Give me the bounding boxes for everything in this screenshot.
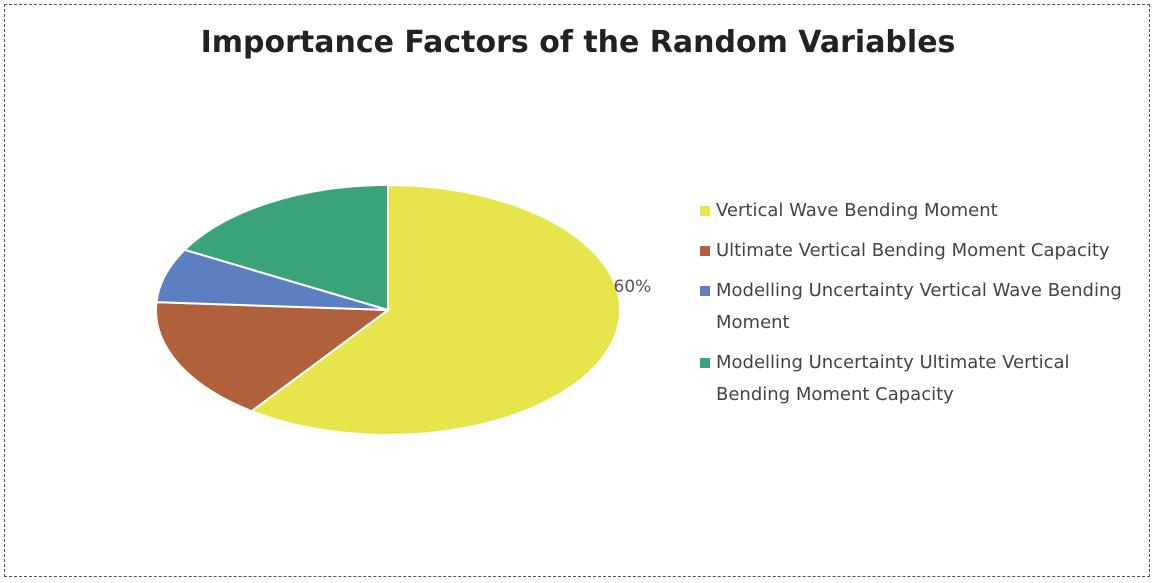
legend-swatch bbox=[700, 246, 710, 256]
legend-item: Ultimate Vertical Bending Moment Capacit… bbox=[700, 235, 1130, 267]
legend-label: Ultimate Vertical Bending Moment Capacit… bbox=[716, 240, 1110, 261]
legend: Vertical Wave Bending Moment Ultimate Ver… bbox=[700, 195, 1130, 419]
chart-frame bbox=[4, 4, 1150, 577]
legend-item: Modelling Uncertainty Vertical Wave Bend… bbox=[700, 275, 1130, 339]
legend-swatch bbox=[700, 206, 710, 216]
legend-item: Vertical Wave Bending Moment bbox=[700, 195, 1130, 227]
legend-swatch bbox=[700, 358, 710, 368]
data-label: 60% bbox=[614, 277, 652, 297]
legend-item: Modelling Uncertainty Ultimate Vertical … bbox=[700, 347, 1130, 411]
legend-label: Vertical Wave Bending Moment bbox=[716, 200, 998, 221]
pie-slice bbox=[249, 183, 621, 436]
chart-title: Importance Factors of the Random Variabl… bbox=[201, 25, 956, 60]
legend-label: Modelling Uncertainty Vertical Wave Bend… bbox=[716, 280, 1122, 333]
legend-label: Modelling Uncertainty Ultimate Vertical … bbox=[716, 352, 1070, 405]
pie-slice bbox=[155, 301, 391, 413]
legend-swatch bbox=[700, 286, 710, 296]
pie-slice bbox=[182, 183, 389, 312]
pie-slice bbox=[155, 248, 389, 311]
